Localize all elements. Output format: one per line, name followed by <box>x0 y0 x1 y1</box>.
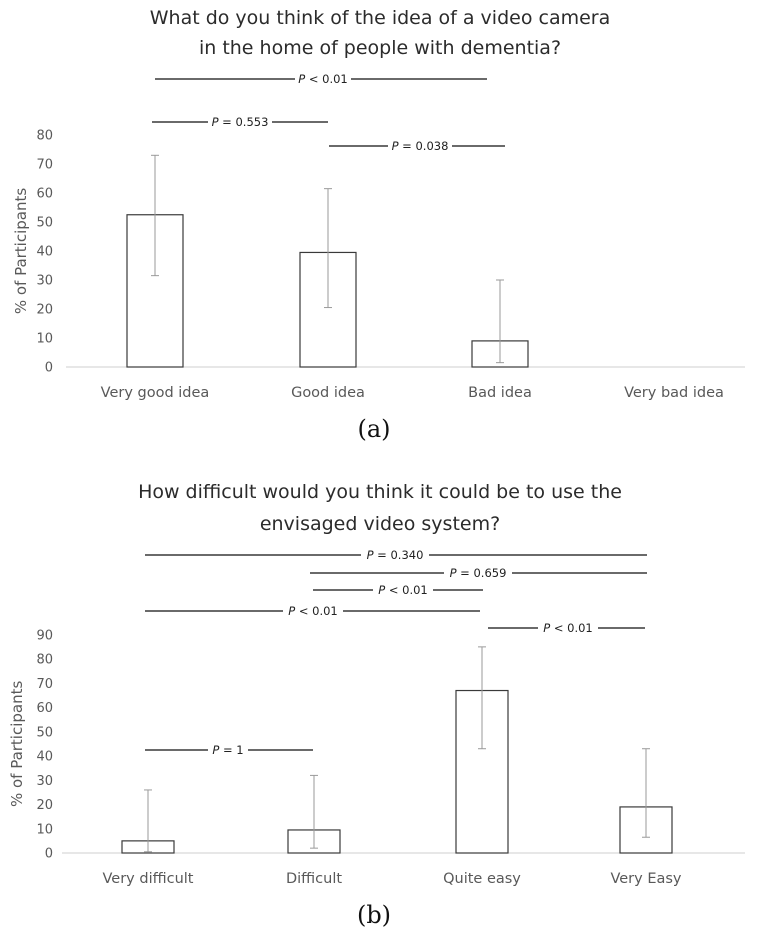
category-label: Very difficult <box>103 871 194 887</box>
y-tick-label: 70 <box>36 677 53 692</box>
y-tick-label: 0 <box>45 847 53 862</box>
category-label: Good idea <box>291 385 365 401</box>
y-tick-label: 80 <box>36 653 53 668</box>
y-tick-label: 90 <box>36 628 53 643</box>
p-value-label: P < 0.01 <box>288 604 338 618</box>
category-label: Very bad idea <box>624 385 724 401</box>
y-tick-label: 50 <box>36 216 53 231</box>
y-tick-label: 70 <box>36 158 53 173</box>
p-value-label: P = 1 <box>212 743 243 757</box>
category-label: Very good idea <box>101 385 210 401</box>
y-tick-label: 60 <box>36 187 53 202</box>
y-tick-label: 50 <box>36 725 53 740</box>
p-value-label: P = 0.553 <box>212 115 269 129</box>
chart-title: How difficult would you think it could b… <box>138 481 622 503</box>
chart-b: How difficult would you think it could b… <box>8 481 745 929</box>
p-value-label: P < 0.01 <box>298 72 348 86</box>
category-label: Difficult <box>286 871 342 887</box>
category-label: Bad idea <box>468 385 532 401</box>
category-label: Quite easy <box>443 871 521 887</box>
y-tick-label: 40 <box>36 750 53 765</box>
y-tick-label: 60 <box>36 701 53 716</box>
p-value-label: P = 0.340 <box>367 548 424 562</box>
p-value-label: P = 0.659 <box>450 566 507 580</box>
chart-title: envisaged video system? <box>260 513 500 535</box>
p-value-label: P < 0.01 <box>378 583 428 597</box>
y-tick-label: 10 <box>36 332 53 347</box>
y-tick-label: 40 <box>36 245 53 260</box>
y-tick-label: 20 <box>36 798 53 813</box>
chart-title: What do you think of the idea of a video… <box>150 7 611 29</box>
y-tick-label: 0 <box>45 361 53 376</box>
y-axis-label: % of Participants <box>12 188 30 315</box>
y-tick-label: 20 <box>36 303 53 318</box>
y-tick-label: 10 <box>36 822 53 837</box>
p-value-label: P = 0.038 <box>392 139 449 153</box>
panel-label: (b) <box>357 901 391 929</box>
chart-a: What do you think of the idea of a video… <box>12 7 745 443</box>
category-label: Very Easy <box>610 871 681 887</box>
y-tick-label: 30 <box>36 274 53 289</box>
chart-title: in the home of people with dementia? <box>199 37 561 59</box>
y-axis-label: % of Participants <box>8 681 26 808</box>
panel-label: (a) <box>357 415 390 443</box>
y-tick-label: 30 <box>36 774 53 789</box>
p-value-label: P < 0.01 <box>543 621 593 635</box>
y-tick-label: 80 <box>36 129 53 144</box>
